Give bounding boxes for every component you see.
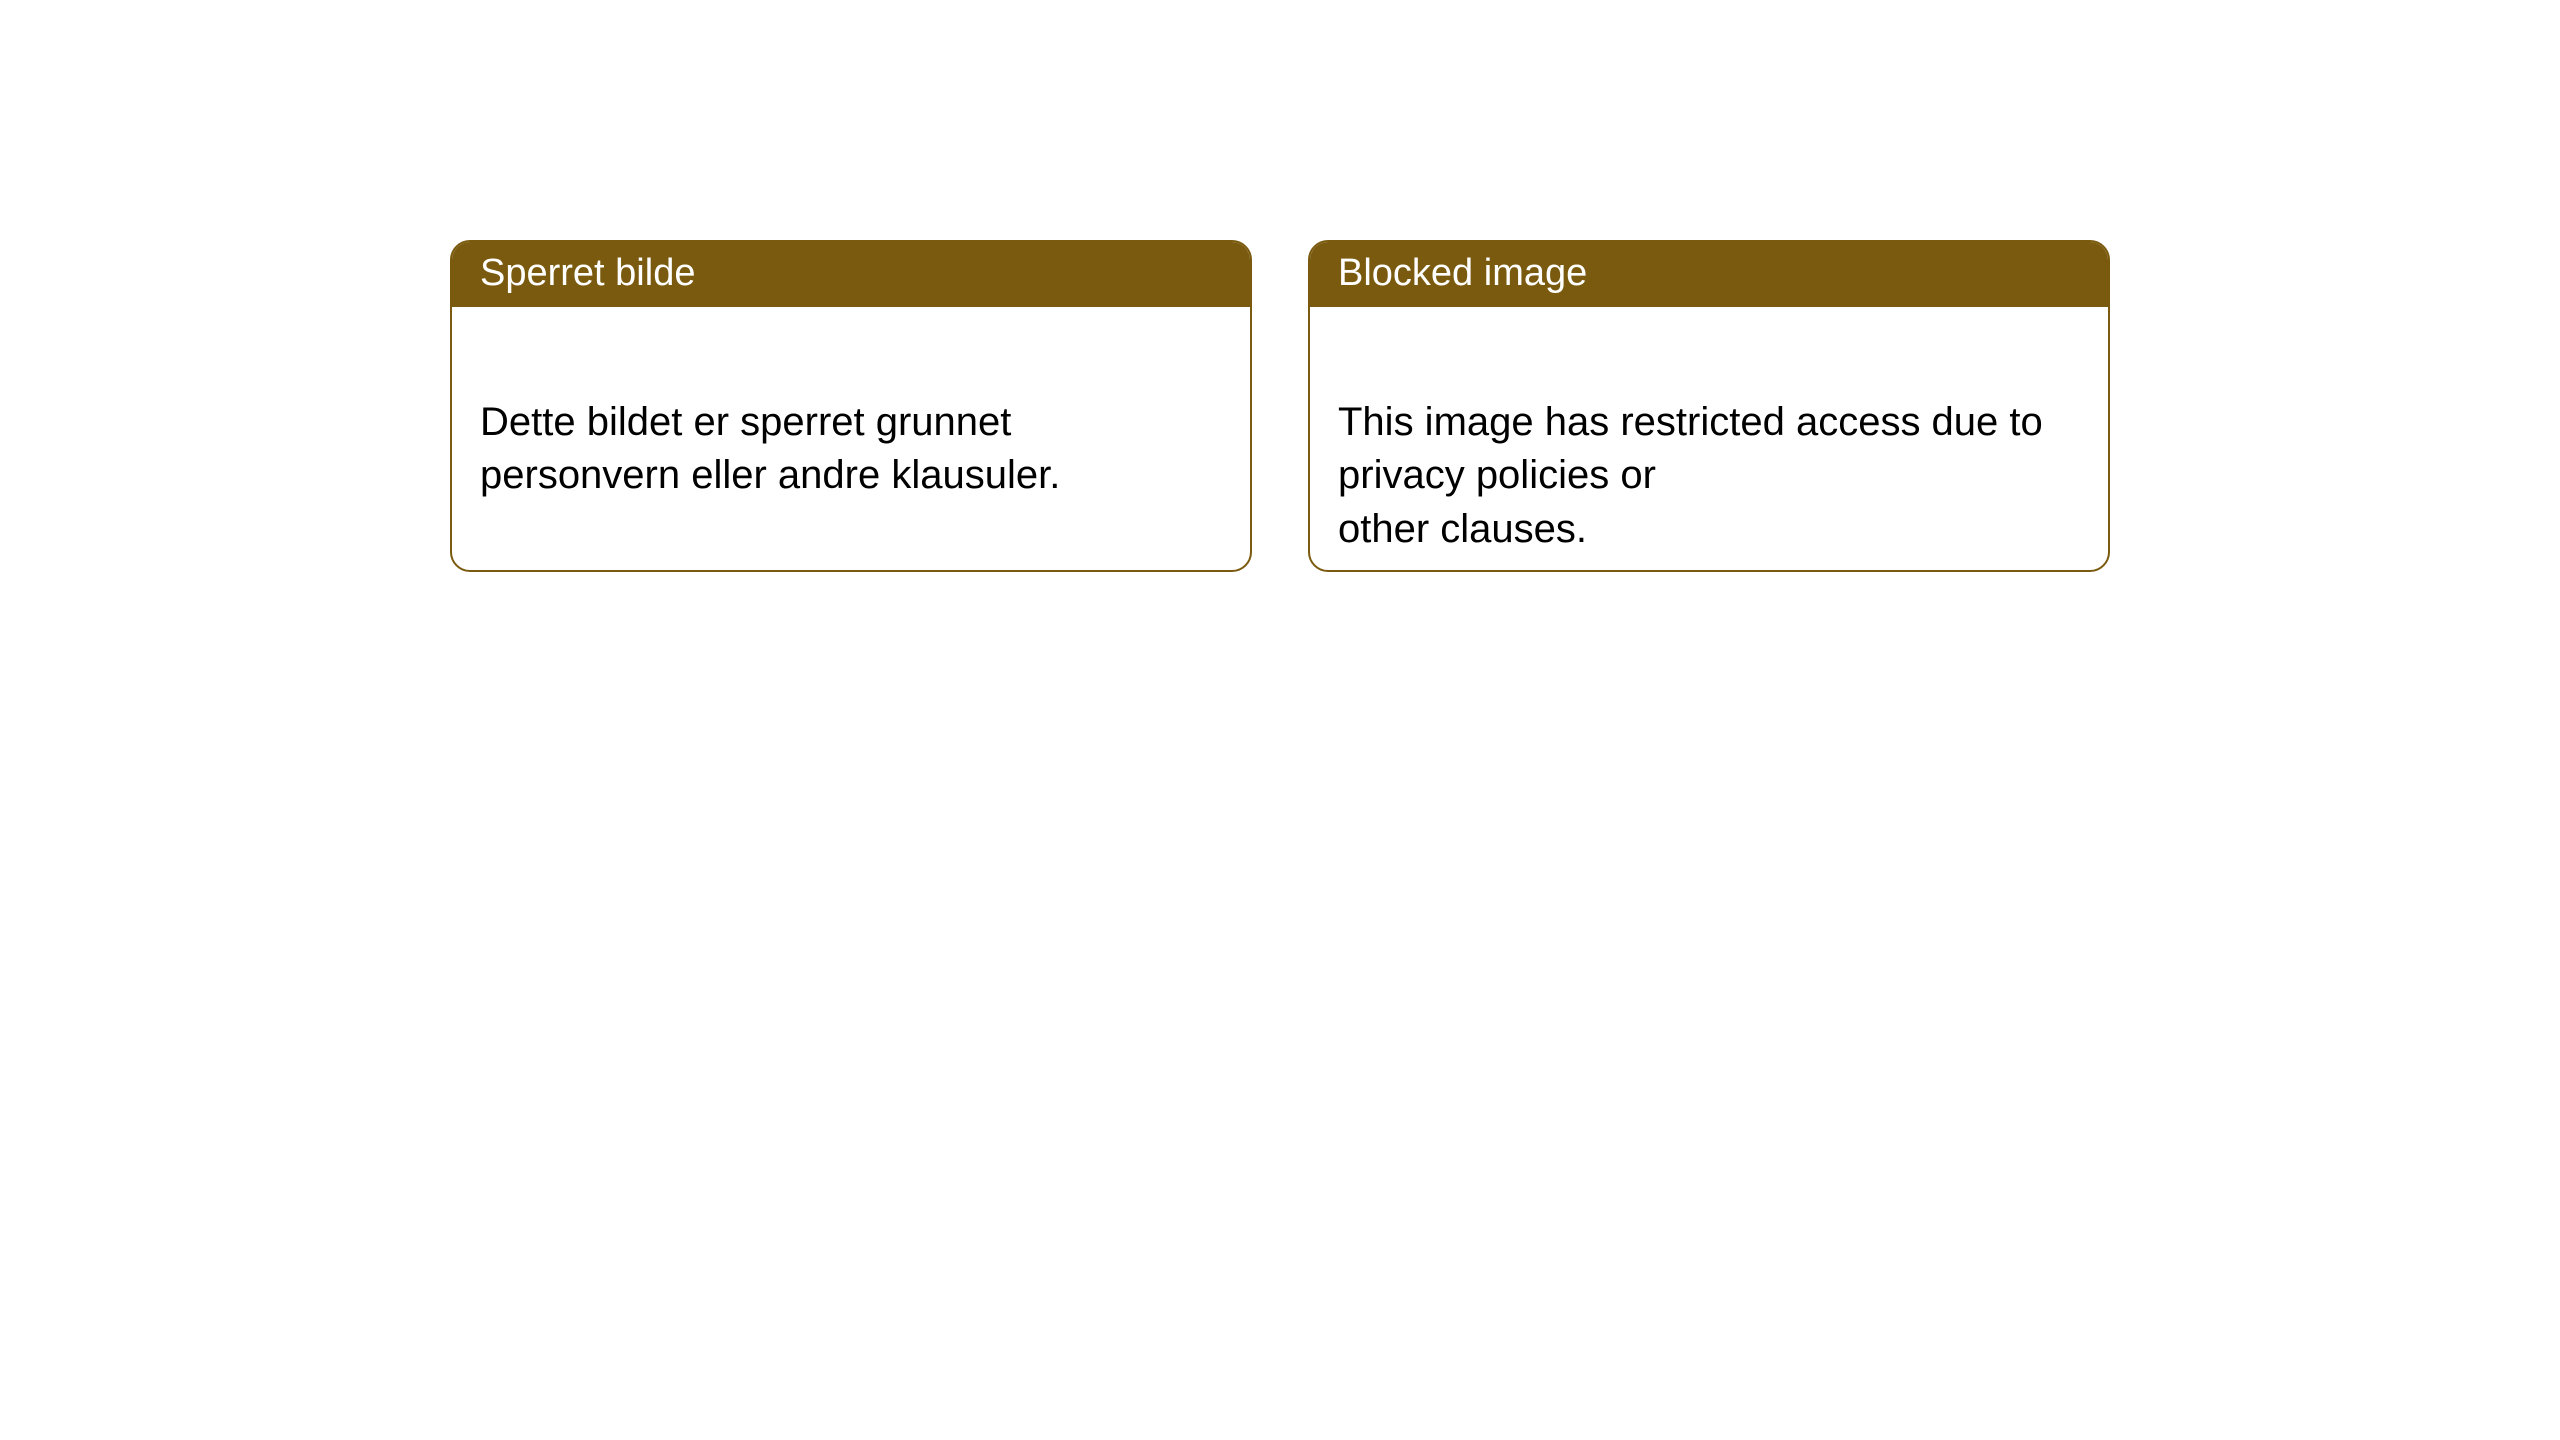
blocked-image-card-norwegian: Sperret bilde Dette bildet er sperret gr… [450, 240, 1252, 572]
blocked-image-cards: Sperret bilde Dette bildet er sperret gr… [450, 240, 2560, 572]
card-body: Dette bildet er sperret grunnet personve… [452, 307, 1250, 539]
card-header: Blocked image [1310, 242, 2108, 307]
card-body: This image has restricted access due to … [1310, 307, 2108, 572]
card-title: Sperret bilde [480, 252, 695, 294]
card-header: Sperret bilde [452, 242, 1250, 307]
card-message: Dette bildet er sperret grunnet personve… [480, 400, 1060, 497]
card-message: This image has restricted access due to … [1338, 400, 2043, 550]
card-title: Blocked image [1338, 252, 1587, 294]
blocked-image-card-english: Blocked image This image has restricted … [1308, 240, 2110, 572]
